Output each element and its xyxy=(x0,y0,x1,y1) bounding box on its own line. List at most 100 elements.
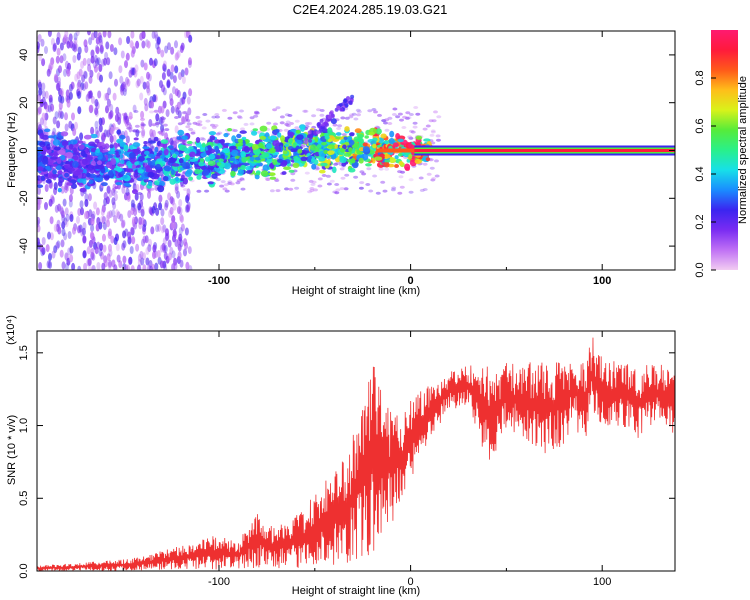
colorbar-tick-label: 0.4 xyxy=(694,166,706,181)
spectrogram-cell xyxy=(143,141,148,145)
spectrogram-cell xyxy=(37,146,43,153)
spectrogram-cell xyxy=(185,118,191,122)
spectrogram-cell xyxy=(172,228,177,237)
spectrogram-cell xyxy=(44,184,49,192)
spectrogram-cell xyxy=(241,156,248,163)
spectrogram-cell xyxy=(131,216,136,225)
spectrogram-cell xyxy=(227,116,233,120)
spectrogram-cell xyxy=(158,194,163,203)
spectrogram-cell xyxy=(315,167,320,170)
spectrogram-cell xyxy=(186,204,190,213)
spectrogram-cell xyxy=(148,140,156,144)
spectrogram-cell xyxy=(124,119,130,123)
spectrogram-cell xyxy=(129,40,134,49)
spectrogram-panel: -100 0 100 -40 -20 0 20 40 Height of straight … xyxy=(6,30,676,297)
spectrogram-cell xyxy=(362,146,370,153)
spectrogram-cell xyxy=(142,224,147,232)
spectrogram-cell xyxy=(176,206,181,215)
spectrogram-cell xyxy=(94,246,99,255)
spectrogram-cell xyxy=(187,246,192,255)
snr-y-ticks: 0.0 0.5 1.0 1.5 xyxy=(18,345,675,579)
spectrogram-cell xyxy=(140,257,145,266)
spectrogram-cell xyxy=(368,189,374,193)
spectrogram-cell xyxy=(184,31,188,39)
spectrogram-cell xyxy=(58,101,63,110)
spectrogram-cell xyxy=(71,43,76,52)
spectrogram-cell xyxy=(105,92,110,101)
spectrogram-cell xyxy=(147,244,152,253)
spectrogram-cell xyxy=(189,151,196,158)
spectrogram-cell xyxy=(344,116,350,120)
spectrogram-cell xyxy=(45,244,50,253)
spectrogram-cell xyxy=(152,94,157,103)
spectrogram-cell xyxy=(158,132,164,136)
spectrogram-cell xyxy=(141,40,146,49)
spectrogram-cell xyxy=(358,157,364,164)
spectrogram-cell xyxy=(262,164,270,172)
spectrogram-cell xyxy=(207,148,216,154)
spectrogram-cell xyxy=(151,205,156,214)
spectrogram-cell xyxy=(330,118,337,125)
snr-panel: -100 0 100 0.0 0.5 1.0 1.5 Height of straight… xyxy=(5,315,676,597)
spectrogram-cell xyxy=(50,103,55,112)
spectrogram-cell xyxy=(171,250,176,259)
spectrogram-cell xyxy=(341,162,347,167)
spectrogram-cell xyxy=(259,125,268,132)
spectrogram-cell xyxy=(215,178,221,182)
spectrogram-cell xyxy=(394,155,399,160)
spectrogram-cell xyxy=(169,222,174,231)
spectrogram-cell xyxy=(90,133,98,139)
spectrogram-cell xyxy=(202,169,210,176)
spectrogram-cell xyxy=(162,237,167,246)
spectrogram-cell xyxy=(56,83,61,91)
spectrogram-cell xyxy=(71,262,76,270)
spectrogram-cell xyxy=(77,265,82,270)
spectrogram-cell xyxy=(167,145,174,149)
spectrogram-cell xyxy=(108,71,113,80)
spectrogram-cell xyxy=(325,174,331,178)
spectrogram-cell xyxy=(128,256,133,265)
spectrogram-cell xyxy=(126,126,132,130)
spectrogram-cell xyxy=(50,156,58,160)
spectrogram-cell xyxy=(174,239,179,248)
spectrogram-cell xyxy=(98,221,103,230)
spectrogram-cell xyxy=(340,116,346,120)
spectrogram-cell xyxy=(176,89,181,98)
spectrogram-cell xyxy=(131,236,136,245)
spectrogram-cell xyxy=(41,58,46,67)
spectrogram-cell xyxy=(326,182,332,186)
spectrogram-cell xyxy=(304,122,310,126)
spectrogram-cell xyxy=(254,156,261,161)
spectrogram-cell xyxy=(170,46,175,55)
spectrogram-cell xyxy=(394,164,399,168)
spectrogram-cell xyxy=(170,105,175,114)
spectrogram-cell xyxy=(204,156,211,162)
spectrogram-cell xyxy=(289,122,294,125)
spectrogram-cell xyxy=(302,109,308,113)
spectrogram-cell xyxy=(327,127,333,135)
spectrogram-cell xyxy=(110,126,115,135)
spectrogram-cell xyxy=(186,96,191,105)
spectrogram-cell xyxy=(172,221,177,230)
spectrogram-cell xyxy=(220,154,225,160)
spectrogram-cell xyxy=(98,117,103,126)
spectrogram-cell xyxy=(179,97,184,106)
spectrogram-cell xyxy=(415,112,421,116)
spectrogram-cell xyxy=(77,46,82,55)
spectrogram-cell xyxy=(211,125,217,129)
spectrogram-cell xyxy=(41,90,46,99)
spectrogram-cell xyxy=(108,189,113,198)
spectrogram-cell xyxy=(95,46,100,55)
spectrogram-cell xyxy=(196,189,202,193)
spectrogram-cell xyxy=(275,189,281,193)
spectrogram-cell xyxy=(337,124,343,128)
spectrogram-cell xyxy=(135,40,140,49)
spectrogram-cell xyxy=(318,156,326,162)
spectrogram-cell xyxy=(132,142,141,148)
spectrogram-cell xyxy=(155,41,160,50)
spectrogram-cell xyxy=(103,129,108,138)
spectrogram-cell xyxy=(195,137,201,143)
spectrogram-cell xyxy=(109,135,114,143)
spectrogram-cell xyxy=(303,140,308,145)
spectrogram-cell xyxy=(348,139,355,146)
